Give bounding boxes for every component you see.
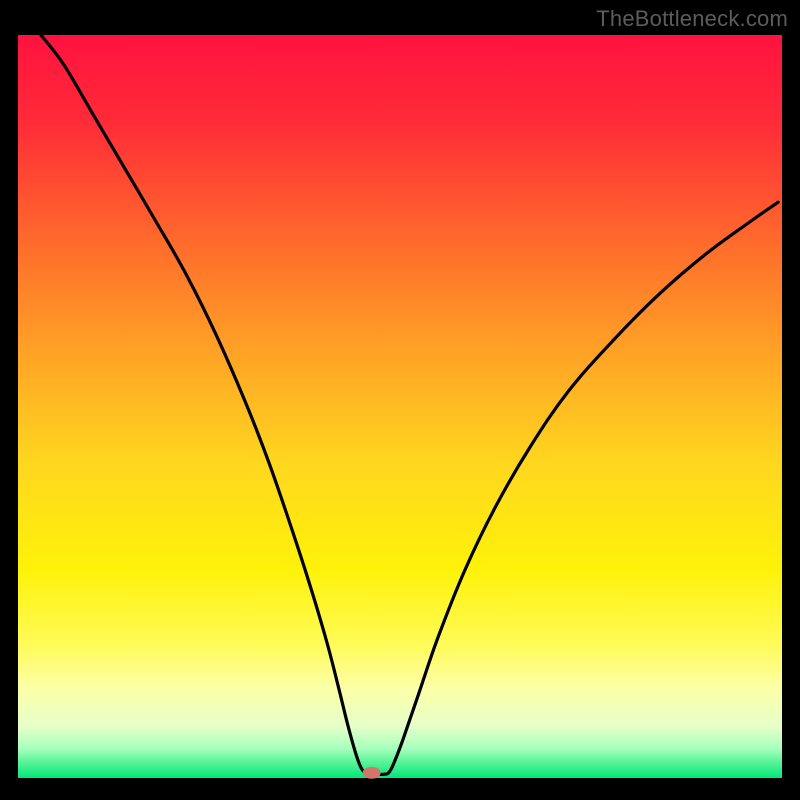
chart-svg	[0, 0, 800, 800]
bottleneck-chart: TheBottleneck.com	[0, 0, 800, 800]
watermark-label: TheBottleneck.com	[596, 6, 788, 32]
